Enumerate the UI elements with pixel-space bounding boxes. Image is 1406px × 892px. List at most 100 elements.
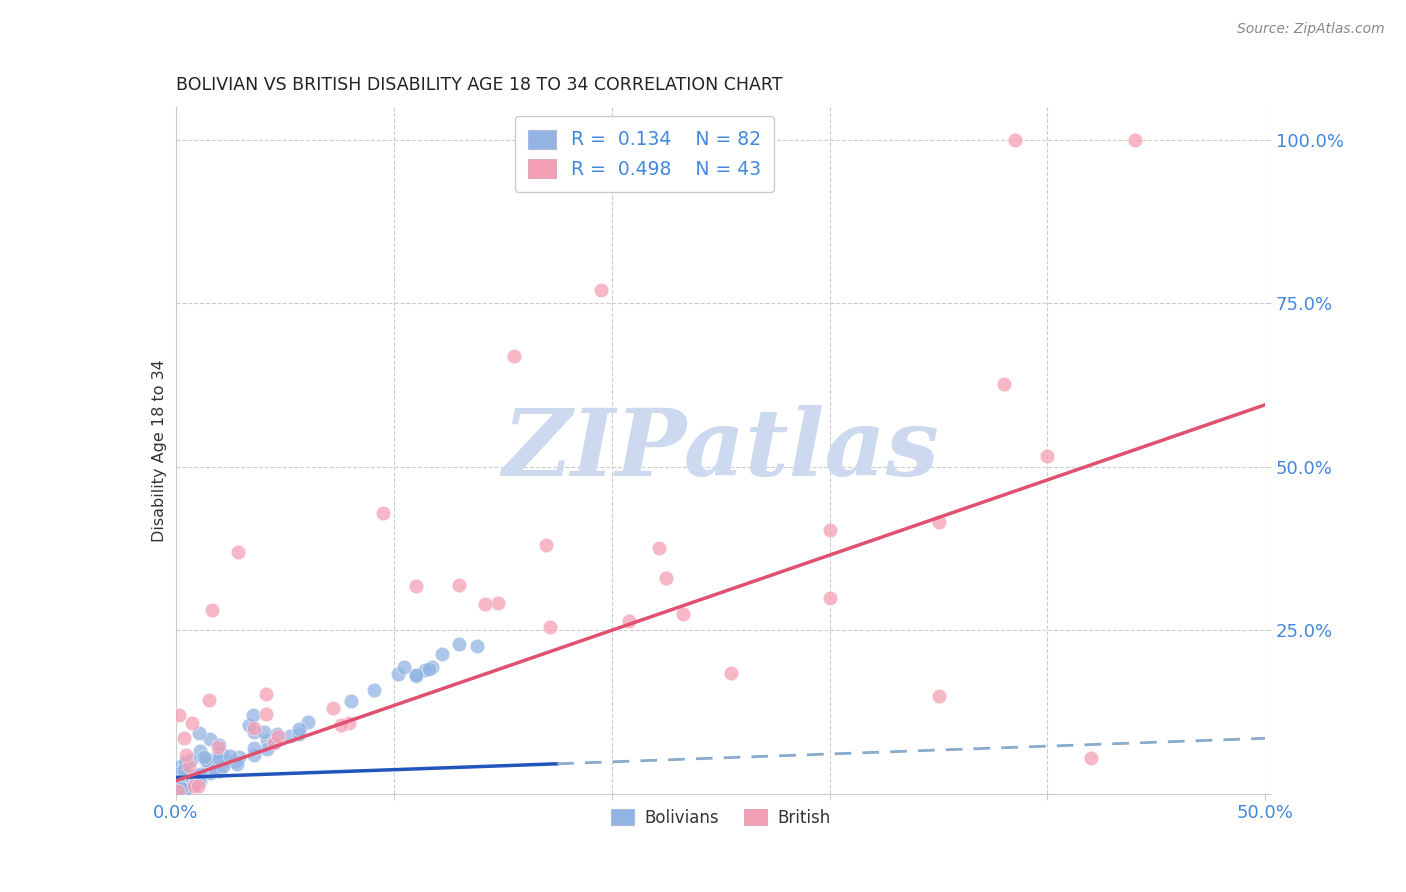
- Point: [167, 780, 190, 795]
- Point: [254, 706, 277, 721]
- Point: [207, 740, 229, 755]
- Point: [648, 541, 671, 555]
- Point: [263, 736, 285, 750]
- Point: [188, 772, 211, 786]
- Point: [167, 769, 190, 783]
- Point: [169, 765, 191, 780]
- Point: [180, 780, 202, 794]
- Point: [267, 729, 290, 743]
- Point: [1004, 133, 1026, 147]
- Point: [242, 721, 264, 735]
- Point: [173, 763, 195, 777]
- Point: [993, 376, 1015, 391]
- Point: [322, 701, 344, 715]
- Point: [174, 756, 197, 770]
- Point: [256, 733, 278, 747]
- Point: [266, 727, 288, 741]
- Point: [534, 538, 557, 552]
- Point: [387, 667, 409, 681]
- Point: [256, 741, 278, 756]
- Point: [242, 725, 264, 739]
- Point: [183, 777, 205, 791]
- Point: [188, 767, 211, 781]
- Point: [720, 665, 742, 680]
- Point: [181, 716, 204, 731]
- Point: [201, 602, 224, 616]
- Point: [208, 738, 231, 752]
- Point: [167, 784, 190, 798]
- Point: [173, 755, 195, 769]
- Point: [188, 771, 211, 785]
- Point: [187, 779, 209, 793]
- Point: [340, 694, 363, 708]
- Point: [173, 731, 195, 746]
- Point: [1080, 751, 1102, 765]
- Point: [538, 619, 561, 633]
- Point: [188, 773, 211, 788]
- Point: [288, 723, 311, 737]
- Point: [329, 718, 352, 732]
- Point: [371, 506, 394, 520]
- Point: [928, 515, 950, 529]
- Point: [392, 660, 415, 674]
- Point: [1123, 133, 1146, 147]
- Point: [188, 725, 211, 739]
- Point: [655, 571, 678, 585]
- Legend: Bolivians, British: Bolivians, British: [605, 802, 837, 834]
- Point: [183, 779, 205, 793]
- Point: [226, 545, 249, 559]
- Point: [405, 668, 427, 682]
- Point: [447, 577, 470, 591]
- Point: [167, 760, 190, 774]
- Y-axis label: Disability Age 18 to 34: Disability Age 18 to 34: [152, 359, 167, 541]
- Point: [200, 731, 222, 746]
- Point: [183, 777, 205, 791]
- Point: [818, 591, 841, 605]
- Point: [170, 780, 193, 795]
- Point: [198, 693, 221, 707]
- Point: [474, 597, 496, 611]
- Point: [177, 758, 200, 772]
- Point: [278, 729, 301, 743]
- Point: [430, 647, 453, 661]
- Point: [169, 777, 191, 791]
- Point: [197, 756, 219, 771]
- Point: [465, 639, 488, 653]
- Point: [173, 771, 195, 785]
- Point: [188, 744, 211, 758]
- Point: [174, 782, 197, 797]
- Point: [405, 579, 427, 593]
- Point: [184, 769, 207, 783]
- Point: [170, 778, 193, 792]
- Point: [170, 775, 193, 789]
- Point: [207, 751, 229, 765]
- Point: [253, 725, 276, 739]
- Point: [167, 776, 190, 790]
- Point: [167, 782, 190, 797]
- Point: [170, 781, 193, 796]
- Text: Source: ZipAtlas.com: Source: ZipAtlas.com: [1237, 22, 1385, 37]
- Text: BOLIVIAN VS BRITISH DISABILITY AGE 18 TO 34 CORRELATION CHART: BOLIVIAN VS BRITISH DISABILITY AGE 18 TO…: [176, 77, 782, 95]
- Point: [167, 784, 190, 798]
- Point: [190, 771, 212, 785]
- Point: [169, 769, 191, 783]
- Point: [186, 771, 208, 785]
- Point: [219, 748, 242, 763]
- Point: [418, 662, 440, 676]
- Point: [287, 727, 309, 741]
- Point: [176, 778, 198, 792]
- Text: ZIPatlas: ZIPatlas: [502, 406, 939, 495]
- Point: [208, 764, 231, 778]
- Point: [184, 776, 207, 790]
- Point: [413, 664, 436, 678]
- Point: [204, 764, 226, 778]
- Point: [242, 707, 264, 722]
- Point: [174, 748, 197, 763]
- Point: [363, 682, 385, 697]
- Point: [174, 782, 197, 797]
- Point: [180, 772, 202, 787]
- Point: [589, 283, 612, 297]
- Point: [167, 774, 190, 789]
- Point: [243, 748, 266, 763]
- Point: [672, 607, 695, 622]
